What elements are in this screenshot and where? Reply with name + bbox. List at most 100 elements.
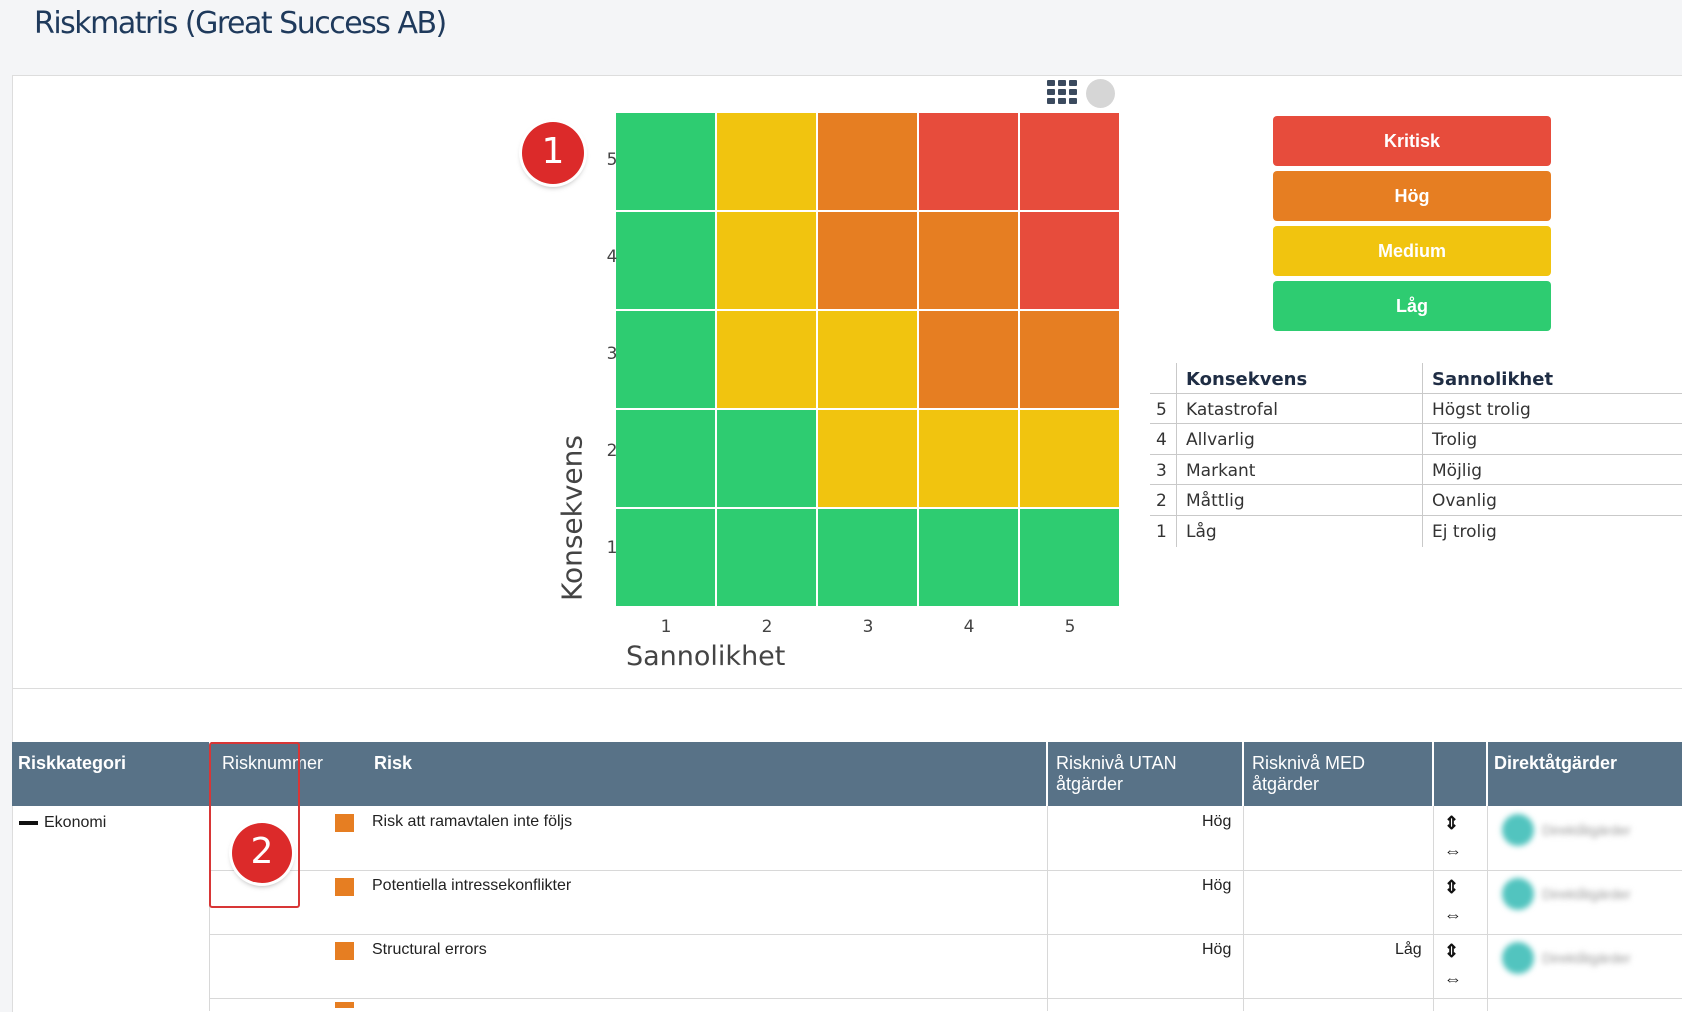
legend-kritisk[interactable]: Kritisk xyxy=(1273,116,1551,166)
matrix-cell[interactable] xyxy=(1020,212,1119,309)
category-label: Ekonomi xyxy=(44,814,107,831)
risk-text[interactable]: Potentiella intressekonflikter xyxy=(372,877,572,894)
scale-level: 5 xyxy=(1156,399,1167,420)
header-risknummer[interactable]: Risknummer xyxy=(222,753,324,773)
direktatgard-label: Direktåtgärder xyxy=(1542,950,1631,966)
matrix-cell[interactable] xyxy=(818,410,917,507)
risk-level-square xyxy=(335,814,354,832)
matrix-cell[interactable] xyxy=(1020,311,1119,408)
marker-2: 2 xyxy=(232,823,292,883)
matrix-cell[interactable] xyxy=(616,113,715,210)
matrix-cell[interactable] xyxy=(717,311,816,408)
link-icon[interactable]: ⇕ xyxy=(1444,813,1460,833)
matrix-cell[interactable] xyxy=(818,212,917,309)
risk-table-header: Riskkategori Risknummer Risk Risknivå UT… xyxy=(12,742,1682,806)
risk-level-utan: Hög xyxy=(1202,877,1232,894)
matrix-cell[interactable] xyxy=(919,113,1018,210)
circle-toggle-icon[interactable] xyxy=(1086,79,1115,108)
table-row[interactable]: Risk att ramavtalen inte följs Hög ⇕ ⇔ D… xyxy=(12,806,1682,870)
scale-row: 1 Låg Ej trolig xyxy=(1150,515,1682,547)
scale-header-konsekvens: Konsekvens xyxy=(1186,369,1308,390)
risk-level-square xyxy=(335,1002,354,1008)
scale-level: 4 xyxy=(1156,430,1167,451)
risk-table-body: Ekonomi Risk att ramavtalen inte följs H… xyxy=(12,806,1682,1011)
matrix-cell[interactable] xyxy=(717,509,816,606)
scale-sannolikhet: Högst trolig xyxy=(1432,399,1531,420)
scale-table: Konsekvens Sannolikhet 5 Katastrofal Hög… xyxy=(1150,363,1682,547)
direktatgard-chip[interactable]: Direktåtgärder xyxy=(1502,942,1662,976)
matrix-cell[interactable] xyxy=(717,212,816,309)
scale-row: 5 Katastrofal Högst trolig xyxy=(1150,393,1682,425)
risk-matrix-grid xyxy=(616,113,1121,608)
matrix-cell[interactable] xyxy=(818,509,917,606)
unlink-icon[interactable]: ⇔ xyxy=(1444,841,1462,861)
section-divider xyxy=(13,688,1682,689)
header-risk-utan[interactable]: Risknivå UTAN åtgärder xyxy=(1056,753,1177,795)
risknummer-highlight xyxy=(209,742,300,908)
direktatgard-chip[interactable]: Direktåtgärder xyxy=(1502,878,1662,912)
header-direktatgarder[interactable]: Direktåtgärder xyxy=(1494,753,1618,773)
matrix-cell[interactable] xyxy=(616,509,715,606)
direktatgard-chip[interactable]: Direktåtgärder xyxy=(1502,814,1662,848)
matrix-cell[interactable] xyxy=(616,410,715,507)
matrix-cell[interactable] xyxy=(1020,113,1119,210)
scale-level: 3 xyxy=(1156,460,1167,481)
matrix-cell[interactable] xyxy=(919,410,1018,507)
scale-row: 3 Markant Möjlig xyxy=(1150,454,1682,486)
matrix-cell[interactable] xyxy=(818,113,917,210)
legend-lag[interactable]: Låg xyxy=(1273,281,1551,331)
table-row[interactable]: Potentiella intressekonflikter Hög ⇕ ⇔ D… xyxy=(12,870,1682,934)
table-row[interactable]: Structural errors Hög Låg ⇕ ⇔ Direktåtgä… xyxy=(12,934,1682,998)
matrix-cell[interactable] xyxy=(616,212,715,309)
x-tick-4: 4 xyxy=(963,617,975,637)
matrix-cell[interactable] xyxy=(818,311,917,408)
y-tick-1: 1 xyxy=(606,538,618,558)
link-icon[interactable]: ⇕ xyxy=(1444,941,1460,961)
header-risk-utan-line1: Risknivå UTAN xyxy=(1056,753,1177,773)
scale-row: 2 Måttlig Ovanlig xyxy=(1150,485,1682,516)
legend-medium[interactable]: Medium xyxy=(1273,226,1551,276)
x-tick-2: 2 xyxy=(761,617,773,637)
unlink-icon[interactable]: ⇔ xyxy=(1444,905,1462,925)
matrix-cell[interactable] xyxy=(919,509,1018,606)
header-risk-med[interactable]: Risknivå MED åtgärder xyxy=(1252,753,1365,795)
matrix-cell[interactable] xyxy=(717,113,816,210)
link-icon[interactable]: ⇕ xyxy=(1444,877,1460,897)
category-ekonomi[interactable]: Ekonomi xyxy=(19,814,106,832)
scale-table-header: Konsekvens Sannolikhet xyxy=(1150,363,1682,394)
scale-konsekvens: Markant xyxy=(1186,460,1256,481)
grid-view-icon[interactable] xyxy=(1047,80,1079,108)
scale-konsekvens: Måttlig xyxy=(1186,491,1245,512)
direktatgard-label: Direktåtgärder xyxy=(1542,822,1631,838)
legend-hog[interactable]: Hög xyxy=(1273,171,1551,221)
scale-sannolikhet: Möjlig xyxy=(1432,460,1483,481)
matrix-cell[interactable] xyxy=(1020,509,1119,606)
marker-1: 1 xyxy=(522,122,584,184)
scale-konsekvens: Allvarlig xyxy=(1186,430,1255,451)
scale-sannolikhet: Trolig xyxy=(1432,430,1478,451)
header-riskkategori[interactable]: Riskkategori xyxy=(18,753,127,773)
risk-level-square xyxy=(335,878,354,896)
matrix-cell[interactable] xyxy=(919,212,1018,309)
matrix-cell[interactable] xyxy=(717,410,816,507)
unlink-icon[interactable]: ⇔ xyxy=(1444,969,1462,989)
header-risk-med-line2: åtgärder xyxy=(1252,774,1320,794)
scale-sannolikhet: Ej trolig xyxy=(1432,521,1497,542)
y-tick-5: 5 xyxy=(606,150,618,170)
avatar xyxy=(1502,814,1534,846)
scale-row: 4 Allvarlig Trolig xyxy=(1150,424,1682,455)
header-risk[interactable]: Risk xyxy=(374,753,413,773)
risk-text[interactable]: Structural errors xyxy=(372,941,487,958)
risk-level-square xyxy=(335,942,354,960)
x-tick-5: 5 xyxy=(1064,617,1076,637)
x-tick-1: 1 xyxy=(660,617,672,637)
matrix-cell[interactable] xyxy=(919,311,1018,408)
risk-text[interactable]: Risk att ramavtalen inte följs xyxy=(372,813,573,830)
y-tick-4: 4 xyxy=(606,247,618,267)
y-tick-3: 3 xyxy=(606,344,618,364)
matrix-cell[interactable] xyxy=(1020,410,1119,507)
header-risk-utan-line2: åtgärder xyxy=(1056,774,1124,794)
risk-level-med: Låg xyxy=(1395,941,1422,958)
matrix-cell[interactable] xyxy=(616,311,715,408)
collapse-icon[interactable] xyxy=(19,820,38,825)
